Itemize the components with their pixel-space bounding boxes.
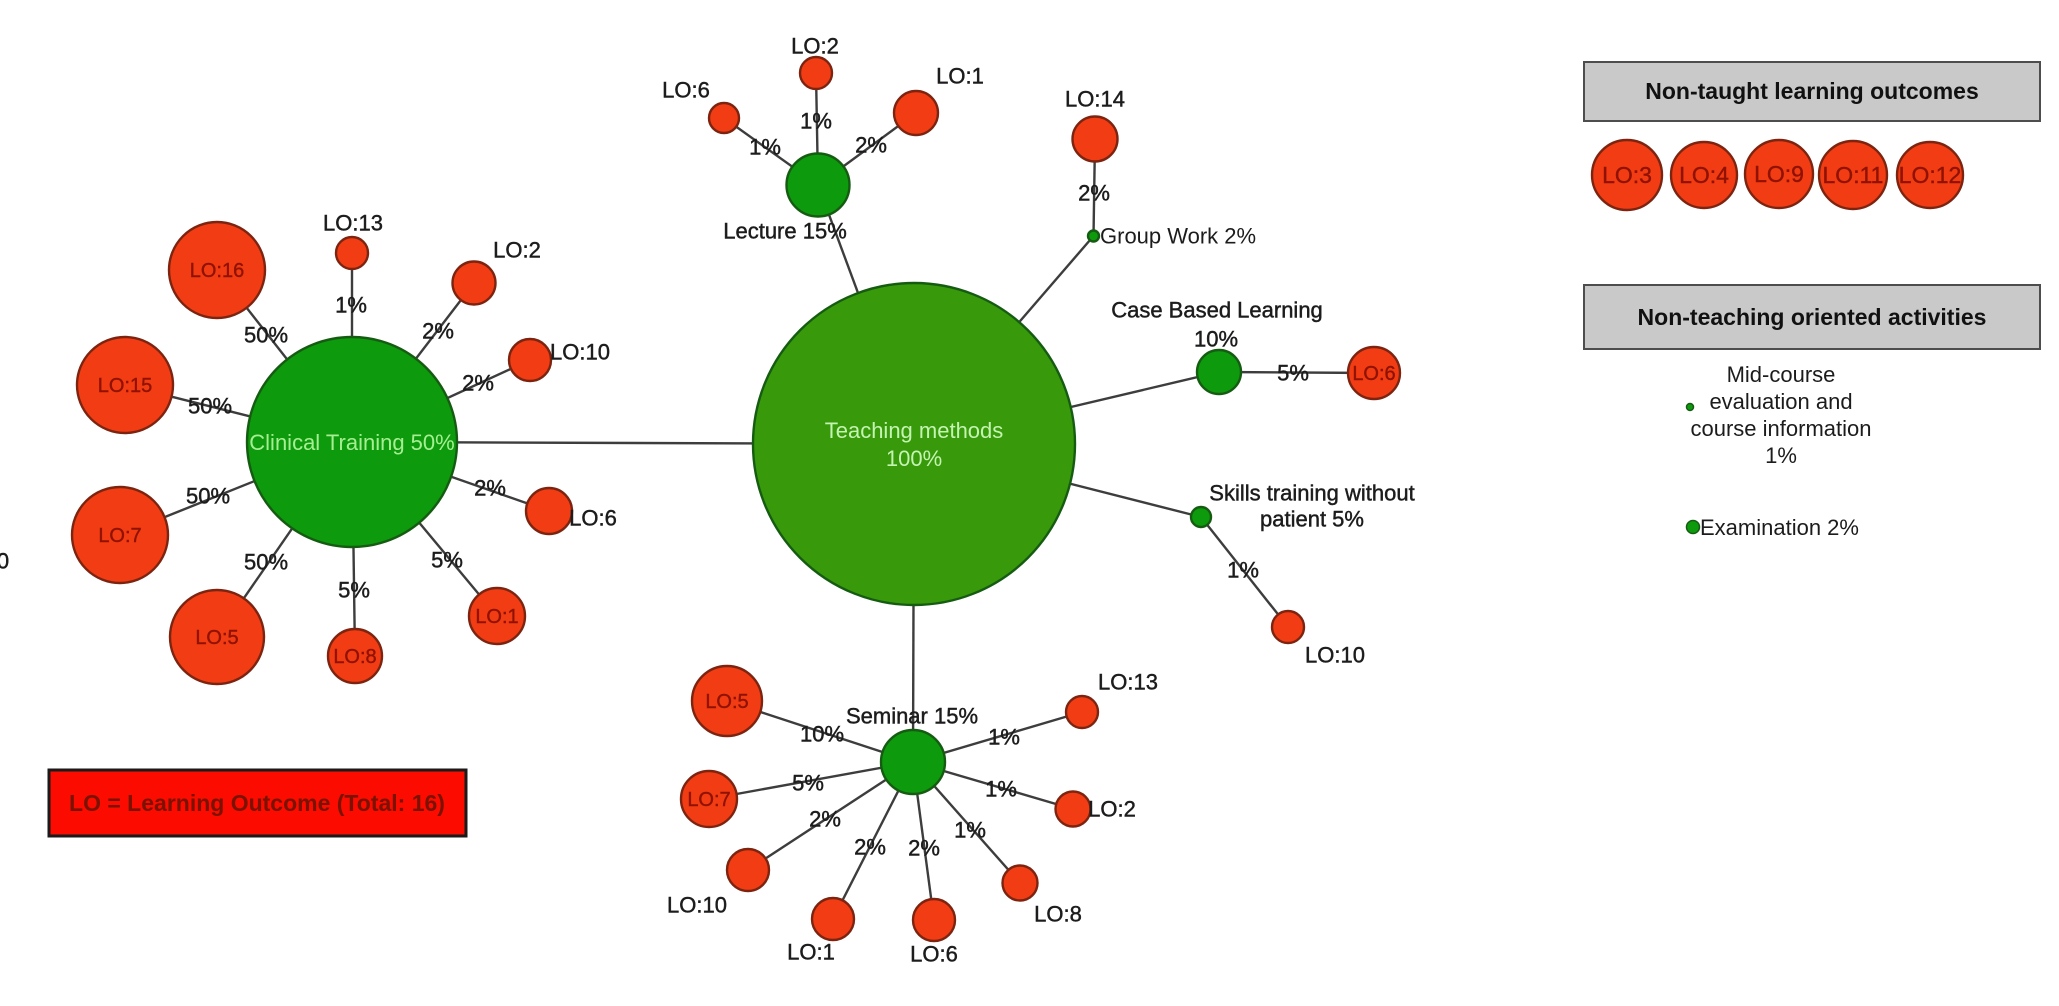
svg-text:LO:4: LO:4 (1679, 162, 1729, 188)
svg-text:Seminar 15%: Seminar 15% (846, 704, 978, 729)
svg-text:LO:5: LO:5 (195, 627, 238, 649)
svg-text:patient 5%: patient 5% (1260, 507, 1364, 532)
svg-text:LO:9: LO:9 (1754, 161, 1804, 187)
svg-text:2%: 2% (1078, 181, 1110, 206)
svg-text:Non-teaching oriented activiti: Non-teaching oriented activities (1638, 304, 1987, 330)
svg-text:Teaching methods: Teaching methods (825, 418, 1004, 443)
svg-text:1%: 1% (954, 818, 986, 843)
svg-text:LO:11: LO:11 (1823, 162, 1884, 188)
svg-text:2%: 2% (422, 319, 454, 344)
svg-text:10%: 10% (1194, 327, 1238, 352)
svg-text:Examination 2%: Examination 2% (1700, 515, 1859, 540)
svg-text:LO:1: LO:1 (936, 64, 984, 89)
svg-text:LO:2: LO:2 (791, 34, 839, 59)
svg-text:LO:1: LO:1 (787, 940, 835, 965)
svg-text:LO:6: LO:6 (1352, 363, 1395, 385)
svg-text:Group Work 2%: Group Work 2% (1100, 224, 1256, 249)
svg-text:2%: 2% (855, 133, 887, 158)
svg-text:LO:10: LO:10 (550, 340, 610, 365)
svg-text:1%: 1% (1227, 558, 1259, 583)
svg-text:1%: 1% (749, 135, 781, 160)
svg-text:5%: 5% (431, 548, 463, 573)
svg-text:2%: 2% (908, 836, 940, 861)
svg-text:LO:2: LO:2 (1088, 797, 1136, 822)
svg-text:LO:6: LO:6 (569, 506, 617, 531)
svg-text:5%: 5% (792, 771, 824, 796)
svg-text:1%: 1% (335, 293, 367, 318)
svg-text:LO:5: LO:5 (705, 691, 748, 713)
svg-text:50%: 50% (244, 550, 288, 575)
svg-text:Skills training without: Skills training without (1209, 481, 1414, 506)
svg-text:evaluation and: evaluation and (1709, 389, 1852, 414)
svg-text:LO:1: LO:1 (475, 606, 518, 628)
svg-text:LO:12: LO:12 (1899, 162, 1962, 188)
svg-text:LO:2: LO:2 (493, 238, 541, 263)
svg-text:0: 0 (0, 549, 9, 574)
svg-text:LO:10: LO:10 (667, 893, 727, 918)
svg-text:LO:15: LO:15 (98, 375, 152, 397)
svg-text:1%: 1% (988, 725, 1020, 750)
svg-text:LO:7: LO:7 (98, 525, 141, 547)
svg-text:LO:10: LO:10 (1305, 643, 1365, 668)
svg-text:LO:7: LO:7 (687, 789, 730, 811)
svg-text:LO:8: LO:8 (333, 646, 376, 668)
svg-text:Clinical Training 50%: Clinical Training 50% (249, 430, 454, 455)
svg-text:Mid-course: Mid-course (1727, 362, 1836, 387)
svg-text:1%: 1% (985, 777, 1017, 802)
svg-text:5%: 5% (1277, 361, 1309, 386)
svg-text:50%: 50% (186, 484, 230, 509)
svg-text:LO:6: LO:6 (910, 942, 958, 967)
svg-text:1%: 1% (800, 109, 832, 134)
svg-text:LO:14: LO:14 (1065, 87, 1125, 112)
svg-text:LO:13: LO:13 (323, 211, 383, 236)
svg-text:Non-taught learning outcomes: Non-taught learning outcomes (1645, 78, 1979, 104)
svg-text:2%: 2% (854, 835, 886, 860)
svg-text:100%: 100% (886, 446, 942, 471)
svg-text:2%: 2% (809, 807, 841, 832)
svg-text:LO:8: LO:8 (1034, 902, 1082, 927)
svg-text:50%: 50% (244, 323, 288, 348)
svg-text:Case Based Learning: Case Based Learning (1111, 298, 1323, 323)
svg-text:5%: 5% (338, 578, 370, 603)
svg-text:course information: course information (1691, 416, 1872, 441)
svg-text:2%: 2% (462, 371, 494, 396)
svg-text:LO:3: LO:3 (1602, 162, 1652, 188)
svg-text:10%: 10% (800, 722, 844, 747)
svg-text:Lecture 15%: Lecture 15% (723, 219, 847, 244)
svg-text:LO = Learning Outcome (Total:: LO = Learning Outcome (Total: 16) (69, 790, 445, 816)
svg-text:1%: 1% (1765, 443, 1797, 468)
svg-text:LO:13: LO:13 (1098, 670, 1158, 695)
svg-text:LO:6: LO:6 (662, 78, 710, 103)
svg-text:50%: 50% (188, 394, 232, 419)
svg-text:LO:16: LO:16 (190, 260, 244, 282)
svg-text:2%: 2% (474, 476, 506, 501)
